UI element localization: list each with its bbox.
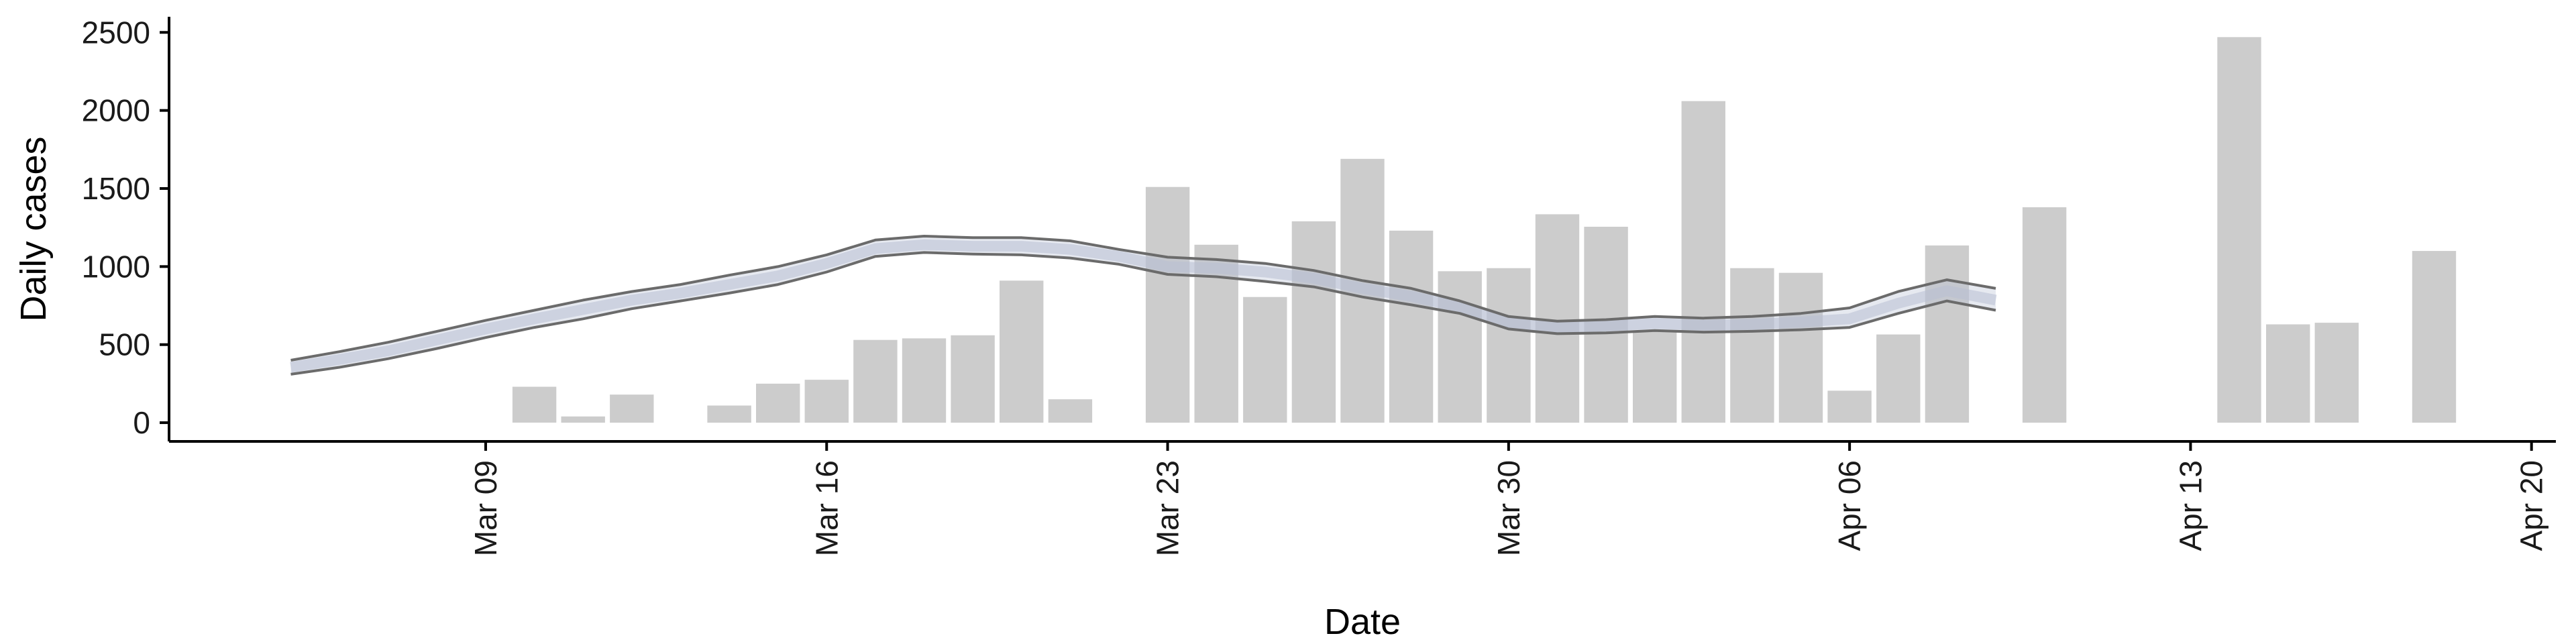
y-tick-label: 500 <box>99 327 150 362</box>
bar-2020-03-11 <box>561 416 605 423</box>
bar-2020-04-02 <box>1633 330 1677 423</box>
bar-2020-03-15 <box>756 383 800 423</box>
bar-2020-04-10 <box>2022 207 2067 423</box>
bar-2020-04-05 <box>1778 272 1823 423</box>
ribbon-lower-line <box>290 251 1996 376</box>
x-axis-title: Date <box>1324 602 1401 642</box>
y-tick-label: 0 <box>133 405 150 440</box>
x-tick-label: Mar 16 <box>809 460 844 556</box>
y-tick-label: 2500 <box>82 15 150 50</box>
bar-2020-04-07 <box>1876 334 1921 423</box>
bars-layer <box>512 37 2457 423</box>
y-axis-title: Daily cases <box>13 136 54 321</box>
bar-2020-04-15 <box>2266 324 2310 423</box>
bar-2020-04-03 <box>1681 101 1725 423</box>
bar-2020-04-18 <box>2412 251 2457 423</box>
bar-2020-03-20 <box>1000 280 1044 423</box>
bar-2020-03-30 <box>1487 268 1531 423</box>
bar-2020-03-23 <box>1145 186 1190 423</box>
x-axis: Mar 09 Mar 16 Mar 23 Mar 30 Apr 06 Apr 13 Apr … <box>169 440 2556 556</box>
y-ticks: 0 500 1000 1500 2000 2500 <box>82 15 169 440</box>
ribbon-layer <box>290 235 1997 376</box>
y-axis: 0 500 1000 1500 2000 2500 <box>82 15 170 441</box>
bar-2020-03-21 <box>1048 399 1093 423</box>
x-tick-label: Mar 09 <box>468 460 503 556</box>
bar-2020-03-14 <box>707 405 751 423</box>
bar-2020-04-08 <box>1925 245 1970 423</box>
bar-2020-03-29 <box>1438 271 1482 423</box>
x-tick-label: Mar 30 <box>1491 460 1526 556</box>
bar-2020-04-04 <box>1730 268 1774 423</box>
x-tick-label: Apr 20 <box>2514 460 2549 551</box>
bar-2020-03-18 <box>902 338 947 423</box>
bar-2020-03-28 <box>1389 230 1434 423</box>
bar-2020-03-12 <box>610 394 654 423</box>
x-tick-label: Mar 23 <box>1150 460 1185 556</box>
ribbon-upper-line <box>290 235 1996 362</box>
bar-2020-03-10 <box>512 386 557 423</box>
bar-2020-03-19 <box>951 335 995 423</box>
y-tick-label: 1000 <box>82 249 150 284</box>
bar-2020-03-25 <box>1243 297 1287 423</box>
bar-2020-04-06 <box>1827 390 1872 423</box>
bar-2020-03-16 <box>804 380 849 423</box>
bar-2020-04-14 <box>2217 37 2261 423</box>
ribbon-median-line <box>290 239 1997 373</box>
bar-2020-03-17 <box>853 339 898 423</box>
x-ticks: Mar 09 Mar 16 Mar 23 Mar 30 Apr 06 Apr 13 Apr … <box>468 441 2549 556</box>
plot-area <box>290 37 2457 423</box>
y-tick-label: 1500 <box>82 171 150 206</box>
bar-2020-03-26 <box>1291 221 1336 423</box>
y-tick-label: 2000 <box>82 93 150 128</box>
bar-2020-04-16 <box>2314 323 2359 423</box>
x-tick-label: Apr 06 <box>1832 460 1867 551</box>
x-tick-label: Apr 13 <box>2173 460 2208 551</box>
